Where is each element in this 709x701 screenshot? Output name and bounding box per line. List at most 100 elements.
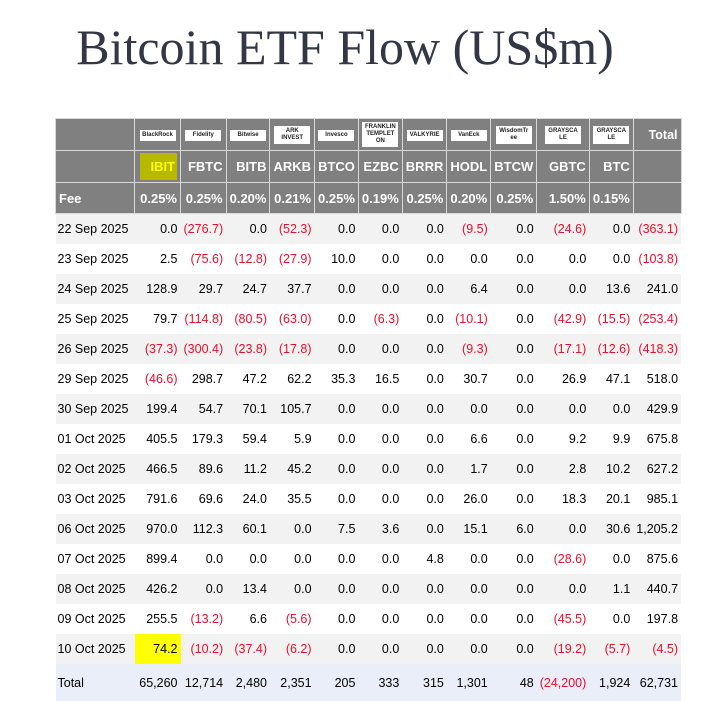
date-cell: 08 Oct 2025 — [55, 574, 135, 604]
flow-cell: (6.3) — [373, 312, 400, 326]
table-row: 25 Sep 2025 79.7 (114.8) (80.5) (63.0) 0.0 (6.… — [56, 304, 682, 334]
flow-cell: 0.0 — [402, 213, 447, 244]
fee-value: 0.20% — [446, 182, 492, 214]
fee-value: 0.20% — [225, 182, 271, 214]
flow-cell: (418.3) — [633, 334, 682, 364]
flow-cell: 0.0 — [358, 394, 403, 424]
fee-value: 0.25% — [180, 182, 227, 214]
flow-cell: 0.0 — [536, 514, 590, 544]
date-cell: 10 Oct 2025 — [55, 634, 135, 664]
total-cell: (24,200) — [536, 664, 590, 701]
ticker-label: FBTC — [187, 159, 223, 174]
flow-cell: 0.0 — [612, 612, 631, 626]
flow-cell: 440.7 — [633, 574, 682, 604]
flow-cell: (23.8) — [226, 334, 270, 364]
ticker-ibit[interactable]: IBIT — [134, 150, 181, 183]
flow-cell: 47.2 — [242, 372, 267, 386]
flow-cell: (114.8) — [184, 312, 224, 326]
flow-cell: 0.0 — [338, 612, 356, 626]
ticker-label: IBIT — [140, 153, 177, 180]
ticker-ezbc[interactable]: EZBC — [357, 150, 403, 183]
flow-cell: 60.1 — [226, 514, 270, 544]
flow-cell: 0.0 — [402, 334, 447, 364]
flow-cell: 79.7 — [153, 312, 178, 326]
flow-cell: 0.0 — [338, 432, 356, 446]
flow-cell: (15.5) — [597, 312, 631, 326]
issuer-logo-6: VALKYRIE — [406, 129, 443, 141]
flow-cell: 0.0 — [314, 394, 359, 424]
flow-cell: 0.0 — [490, 454, 537, 484]
ticker-btc[interactable]: BTC — [588, 150, 634, 183]
fee-value: 0.21% — [269, 182, 316, 214]
issuer-logo: ARK INVEST — [269, 118, 316, 151]
flow-cell: (80.5) — [234, 312, 267, 326]
flow-cell: (10.2) — [180, 634, 227, 664]
ticker-btcw[interactable]: BTCW — [490, 150, 538, 183]
flow-cell: 899.4 — [146, 552, 178, 566]
flow-cell: 37.7 — [269, 274, 315, 304]
flow-cell: 405.5 — [146, 432, 178, 446]
fee-value: 0.25% — [401, 182, 448, 214]
empty-header — [632, 182, 682, 214]
ticker-gbtc[interactable]: GBTC — [536, 150, 590, 183]
ticker-label: BRRR — [405, 159, 444, 174]
flow-cell: (52.3) — [269, 213, 315, 244]
table-row: 29 Sep 2025 (46.6) 298.7 47.2 62.2 35.3 16.5 0.… — [56, 364, 682, 394]
flow-cell: 6.4 — [446, 274, 491, 304]
empty-header — [55, 150, 135, 183]
flow-cell: 0.0 — [249, 552, 267, 566]
flow-cell: 15.1 — [446, 514, 491, 544]
flow-cell: 24.0 — [242, 492, 267, 506]
flow-cell: 2.5 — [160, 252, 178, 266]
flow-cell: (9.3) — [446, 334, 491, 364]
ticker-btco[interactable]: BTCO — [314, 150, 359, 183]
flow-cell: 35.3 — [331, 372, 356, 386]
ticker-label: HODL — [450, 159, 488, 174]
flow-cell: 0.0 — [470, 612, 488, 626]
flow-cell: 875.6 — [646, 552, 679, 566]
flow-cell: (10.1) — [455, 312, 488, 326]
flow-cell: 0.0 — [338, 492, 356, 506]
table-row: 03 Oct 2025 791.6 69.6 24.0 35.5 0.0 0.0 0.0 26.… — [56, 484, 682, 514]
date-cell: 26 Sep 2025 — [55, 334, 135, 364]
ticker-bitb[interactable]: BITB — [225, 150, 271, 183]
table-row: 23 Sep 2025 2.5 (75.6) (12.8) (27.9) 10.0 0.0 0… — [56, 244, 682, 274]
ticker-arkb[interactable]: ARKB — [269, 150, 316, 183]
issuer-logo: Fidelity — [180, 118, 227, 151]
flow-cell: 627.2 — [633, 454, 682, 484]
flow-cell: 0.0 — [402, 394, 447, 424]
flow-cell: 0.0 — [314, 334, 359, 364]
flow-cell: 0.0 — [612, 552, 631, 566]
ticker-brrr[interactable]: BRRR — [401, 150, 448, 183]
ticker-row: IBIT FBTC BITB ARKB BTCO EZBC BRRR HODL BTCW GBTC… — [55, 150, 682, 183]
flow-cell: (12.6) — [589, 334, 634, 364]
flow-cell: (28.6) — [553, 552, 587, 566]
issuer-logo-10: GRAYSCALE — [593, 125, 630, 144]
date-cell: 02 Oct 2025 — [55, 454, 135, 484]
ticker-label: BITB — [236, 159, 267, 174]
fee-value: 0.19% — [357, 182, 403, 214]
flow-cell: 199.4 — [134, 394, 181, 424]
ticker-fbtc[interactable]: FBTC — [180, 150, 227, 183]
flow-cell: 11.2 — [226, 454, 270, 484]
issuer-logo-5: FRANKLIN TEMPLETON — [362, 122, 399, 147]
flow-cell: 0.0 — [516, 432, 534, 446]
table-row: 07 Oct 2025 899.4 0.0 0.0 0.0 0.0 0.0 4.8 0.0 0.0… — [56, 544, 682, 574]
flow-cell: 518.0 — [646, 372, 679, 386]
flow-cell: 30.7 — [463, 372, 488, 386]
flow-cell: 29.7 — [180, 274, 227, 304]
table-row: 01 Oct 2025 405.5 179.3 59.4 5.9 0.0 0.0 0.0 6.6… — [56, 424, 682, 454]
date-cell: 25 Sep 2025 — [57, 312, 129, 326]
flow-cell: 10.0 — [331, 252, 356, 266]
total-row: Total 65,260 12,714 2,480 2,351 205 333 315 1,30… — [55, 664, 682, 701]
ticker-hodl[interactable]: HODL — [446, 150, 492, 183]
flow-cell: 0.0 — [358, 574, 403, 604]
total-header: Total — [632, 118, 682, 151]
flow-cell: 241.0 — [633, 274, 682, 304]
total-cell: 62,731 — [633, 664, 682, 701]
flow-cell: 0.0 — [381, 552, 400, 566]
flow-cell: 0.0 — [402, 634, 447, 664]
flow-cell: 429.9 — [633, 394, 682, 424]
flow-cell: 0.0 — [358, 334, 403, 364]
issuer-logo-9: GRAYSCALE — [545, 125, 582, 144]
